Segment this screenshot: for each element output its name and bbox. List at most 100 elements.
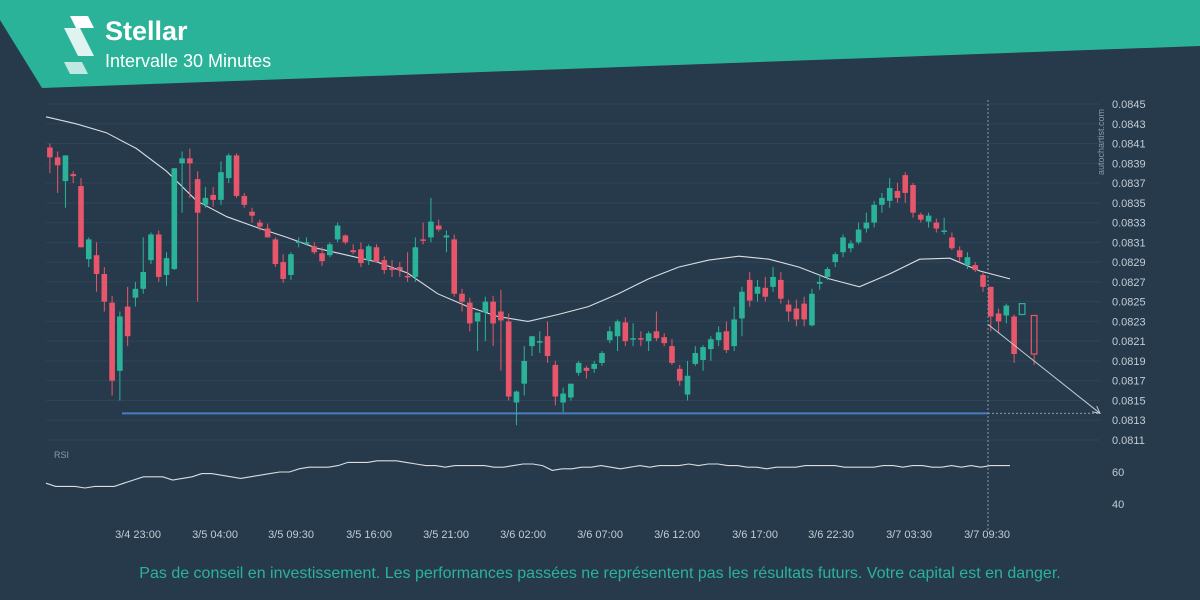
- candle-body: [622, 322, 629, 342]
- candle: [264, 223, 271, 238]
- candle: [373, 244, 380, 263]
- candle-body: [1011, 316, 1017, 355]
- candle-body: [249, 211, 255, 216]
- candle-body: [529, 336, 535, 347]
- candle: [381, 256, 388, 274]
- candle-body: [373, 247, 380, 263]
- candle-body: [459, 293, 465, 302]
- candle: [163, 252, 170, 286]
- candle: [140, 237, 146, 294]
- y-tick-label: 0.0827: [1112, 277, 1146, 289]
- candle-body: [155, 234, 162, 277]
- candle-body: [692, 353, 699, 364]
- candle: [552, 360, 559, 406]
- candle-body: [816, 281, 823, 284]
- candle-body: [606, 331, 613, 341]
- candle-body: [809, 293, 815, 326]
- candle: [342, 234, 349, 245]
- candle: [762, 276, 769, 302]
- candle: [676, 364, 683, 386]
- candle: [606, 326, 613, 344]
- y-tick-label: 0.0821: [1112, 336, 1146, 348]
- candle: [124, 286, 131, 347]
- candle: [513, 390, 520, 426]
- candle-body: [420, 239, 426, 241]
- candle: [918, 212, 924, 223]
- candle: [327, 242, 333, 258]
- candle: [334, 222, 341, 243]
- candle-body: [591, 363, 598, 369]
- candle: [980, 272, 986, 292]
- candle: [910, 183, 916, 218]
- candle-body: [544, 336, 551, 356]
- x-tick-label: 3/7 03:30: [886, 529, 932, 541]
- candle: [708, 336, 714, 361]
- candle: [575, 360, 582, 376]
- candle-body: [746, 279, 753, 301]
- candle: [661, 333, 667, 347]
- candle: [233, 153, 240, 198]
- candle: [466, 297, 473, 332]
- candle: [933, 218, 940, 233]
- candle: [249, 207, 255, 223]
- candle: [187, 148, 193, 198]
- candle-body: [101, 273, 108, 302]
- candle-body: [770, 276, 776, 287]
- y-tick-label: 0.0811: [1112, 435, 1145, 447]
- disclaimer-text: Pas de conseil en investissement. Les pe…: [139, 565, 1061, 582]
- candle-body: [801, 303, 807, 320]
- candle: [311, 242, 318, 255]
- candle: [521, 346, 528, 396]
- candle-body: [739, 291, 745, 319]
- candle-body: [140, 272, 146, 289]
- candle-body: [684, 375, 691, 395]
- candlesticks: [47, 143, 1038, 426]
- y-tick-label: 0.0813: [1112, 415, 1146, 427]
- candle-body: [490, 301, 496, 324]
- candle-body: [886, 188, 893, 201]
- candle-body: [700, 347, 706, 360]
- candle: [879, 192, 885, 213]
- candle: [179, 151, 185, 213]
- candle: [210, 187, 216, 207]
- candle-body: [995, 313, 1002, 322]
- candle: [101, 267, 108, 312]
- candle-body: [980, 274, 986, 287]
- candle-body: [451, 239, 458, 294]
- candle: [474, 312, 481, 352]
- candle-body: [210, 194, 216, 200]
- candle: [832, 252, 839, 268]
- grid-lines: [46, 103, 1100, 441]
- candle-body: [124, 306, 131, 337]
- candle-body: [785, 304, 792, 312]
- candle-body: [334, 225, 341, 240]
- candle: [591, 360, 598, 373]
- candle: [257, 219, 263, 231]
- candle: [62, 155, 69, 208]
- candle-body: [754, 286, 761, 294]
- candle: [202, 187, 209, 208]
- candle-body: [925, 215, 932, 222]
- candle: [894, 183, 901, 203]
- x-tick-label: 3/7 09:30: [964, 529, 1010, 541]
- y-axis: 0.0845 0.0843 0.0841 0.0839 0.0837 0.0835 0.08…: [1112, 99, 1146, 511]
- candle-body: [933, 222, 940, 229]
- candle: [389, 260, 395, 277]
- y-tick-label: 0.0819: [1112, 356, 1146, 368]
- rsi-line: [45, 460, 1010, 489]
- candle-body: [358, 249, 364, 264]
- candle-body: [482, 301, 489, 313]
- x-tick-label: 3/6 07:00: [577, 529, 623, 541]
- candle-body: [303, 242, 310, 244]
- x-tick-label: 3/6 22:30: [808, 529, 854, 541]
- candle: [684, 360, 691, 401]
- candle: [70, 171, 77, 184]
- candle-body: [653, 331, 660, 339]
- candle: [218, 161, 224, 205]
- candle-body: [536, 341, 543, 343]
- pending-candle: [1018, 303, 1026, 316]
- candle-body: [568, 383, 574, 398]
- candle-body: [435, 225, 442, 230]
- candle-body: [848, 243, 854, 249]
- x-tick-label: 3/4 23:00: [115, 529, 161, 541]
